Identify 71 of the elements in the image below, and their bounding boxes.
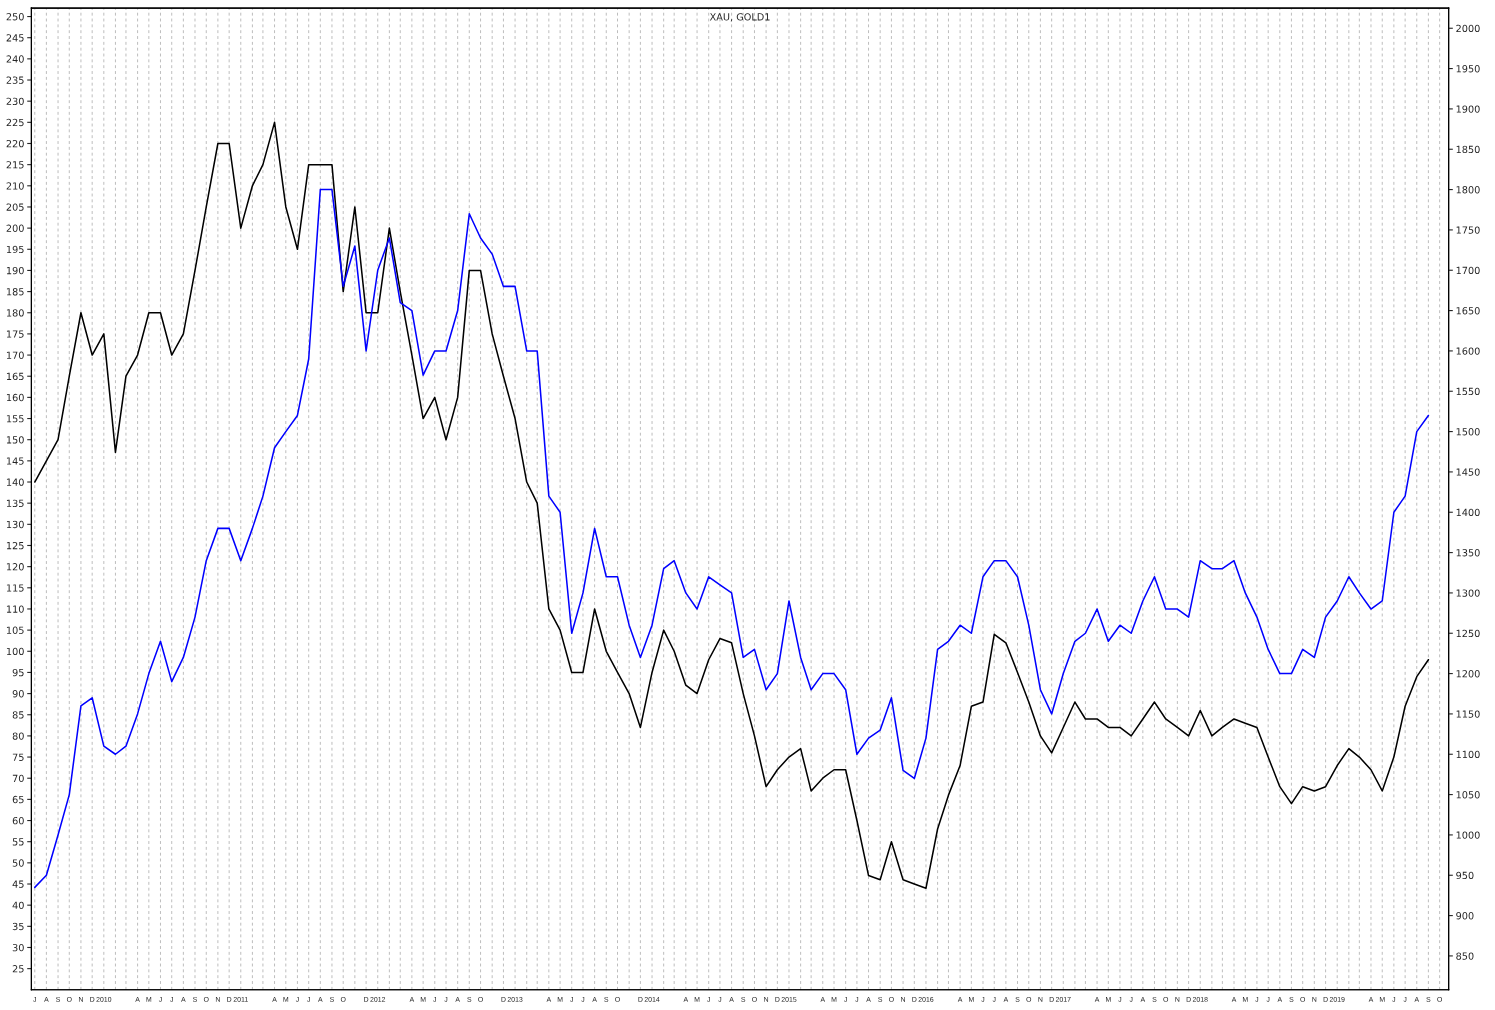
y-tick-label: 245 (6, 34, 24, 42)
y-tick-label: 60 (12, 817, 24, 825)
y-tick-label: 75 (12, 753, 24, 761)
y-tick-label: 55 (12, 838, 24, 846)
y2-tick-label: 1850 (1456, 145, 1480, 154)
y-tick-label: 100 (6, 647, 24, 656)
y-tick-label: 130 (6, 520, 24, 529)
y-tick-label: 175 (6, 330, 24, 338)
y2-tick-label: 1900 (1456, 105, 1480, 113)
y-tick-label: 105 (6, 626, 24, 634)
y-tick-label: 220 (6, 139, 24, 148)
y-tick-label: 250 (6, 13, 24, 21)
y2-tick-label: 950 (1456, 871, 1474, 880)
y2-tick-label: 1250 (1456, 629, 1480, 638)
y2-tick-label: 1800 (1456, 186, 1480, 194)
y-tick-label: 135 (6, 499, 24, 507)
chart-title: XAU, GOLD1 (709, 13, 770, 22)
y-tick-label: 205 (6, 203, 24, 211)
y2-tick-label: 1400 (1456, 508, 1480, 517)
y-tick-label: 210 (6, 182, 24, 190)
y-tick-label: 160 (6, 393, 24, 402)
y2-tick-label: 1550 (1456, 387, 1480, 396)
y-tick-label: 80 (12, 732, 24, 740)
y-tick-label: 50 (12, 859, 24, 867)
y2-tick-label: 2000 (1456, 24, 1480, 33)
y2-tick-label: 1650 (1456, 307, 1480, 315)
y-tick-label: 235 (6, 76, 24, 84)
y2-tick-label: 1450 (1456, 468, 1480, 476)
y-tick-label: 85 (12, 711, 24, 719)
y-tick-label: 170 (6, 351, 24, 359)
y-tick-label: 215 (6, 161, 24, 169)
y2-tick-label: 850 (1456, 952, 1474, 960)
y-tick-label: 40 (12, 901, 24, 909)
y2-tick-label: 1000 (1456, 831, 1480, 839)
y2-tick-label: 1050 (1456, 791, 1480, 799)
y-tick-label: 165 (6, 372, 24, 381)
y-tick-label: 90 (12, 690, 24, 698)
y2-tick-label: 900 (1456, 912, 1474, 920)
y-tick-label: 230 (6, 97, 24, 106)
y-tick-label: 25 (12, 965, 24, 973)
y-tick-label: 200 (6, 224, 24, 232)
y-tick-label: 115 (6, 584, 24, 592)
y-tick-label: 195 (6, 245, 24, 254)
y-tick-label: 30 (12, 943, 24, 952)
y-tick-label: 150 (6, 436, 24, 444)
y-tick-label: 65 (12, 795, 24, 804)
y-tick-label: 240 (6, 55, 24, 63)
y2-tick-label: 1700 (1456, 266, 1480, 275)
y2-tick-label: 1350 (1456, 549, 1480, 557)
y-tick-label: 110 (6, 605, 24, 613)
y-tick-label: 35 (12, 922, 24, 931)
y2-tick-label: 1100 (1456, 750, 1480, 759)
y-tick-label: 70 (12, 774, 24, 783)
y2-tick-label: 1150 (1456, 710, 1480, 718)
y2-tick-label: 1950 (1456, 65, 1480, 73)
y-tick-label: 145 (6, 457, 24, 465)
y2-tick-label: 1200 (1456, 670, 1480, 678)
y-tick-label: 155 (6, 415, 24, 423)
y2-tick-label: 1750 (1456, 226, 1480, 234)
y2-tick-label: 1600 (1456, 347, 1480, 355)
y2-tick-label: 1500 (1456, 428, 1480, 436)
y-tick-label: 120 (6, 563, 24, 571)
y2-tick-label: 1300 (1456, 589, 1480, 597)
y-tick-label: 140 (6, 478, 24, 486)
y-tick-label: 125 (6, 541, 24, 550)
y-tick-label: 45 (12, 880, 24, 888)
y-tick-label: 225 (6, 118, 24, 127)
y-tick-label: 190 (6, 266, 24, 275)
y-tick-label: 185 (6, 288, 24, 296)
y-tick-label: 180 (6, 309, 24, 317)
y-tick-label: 95 (12, 668, 24, 677)
